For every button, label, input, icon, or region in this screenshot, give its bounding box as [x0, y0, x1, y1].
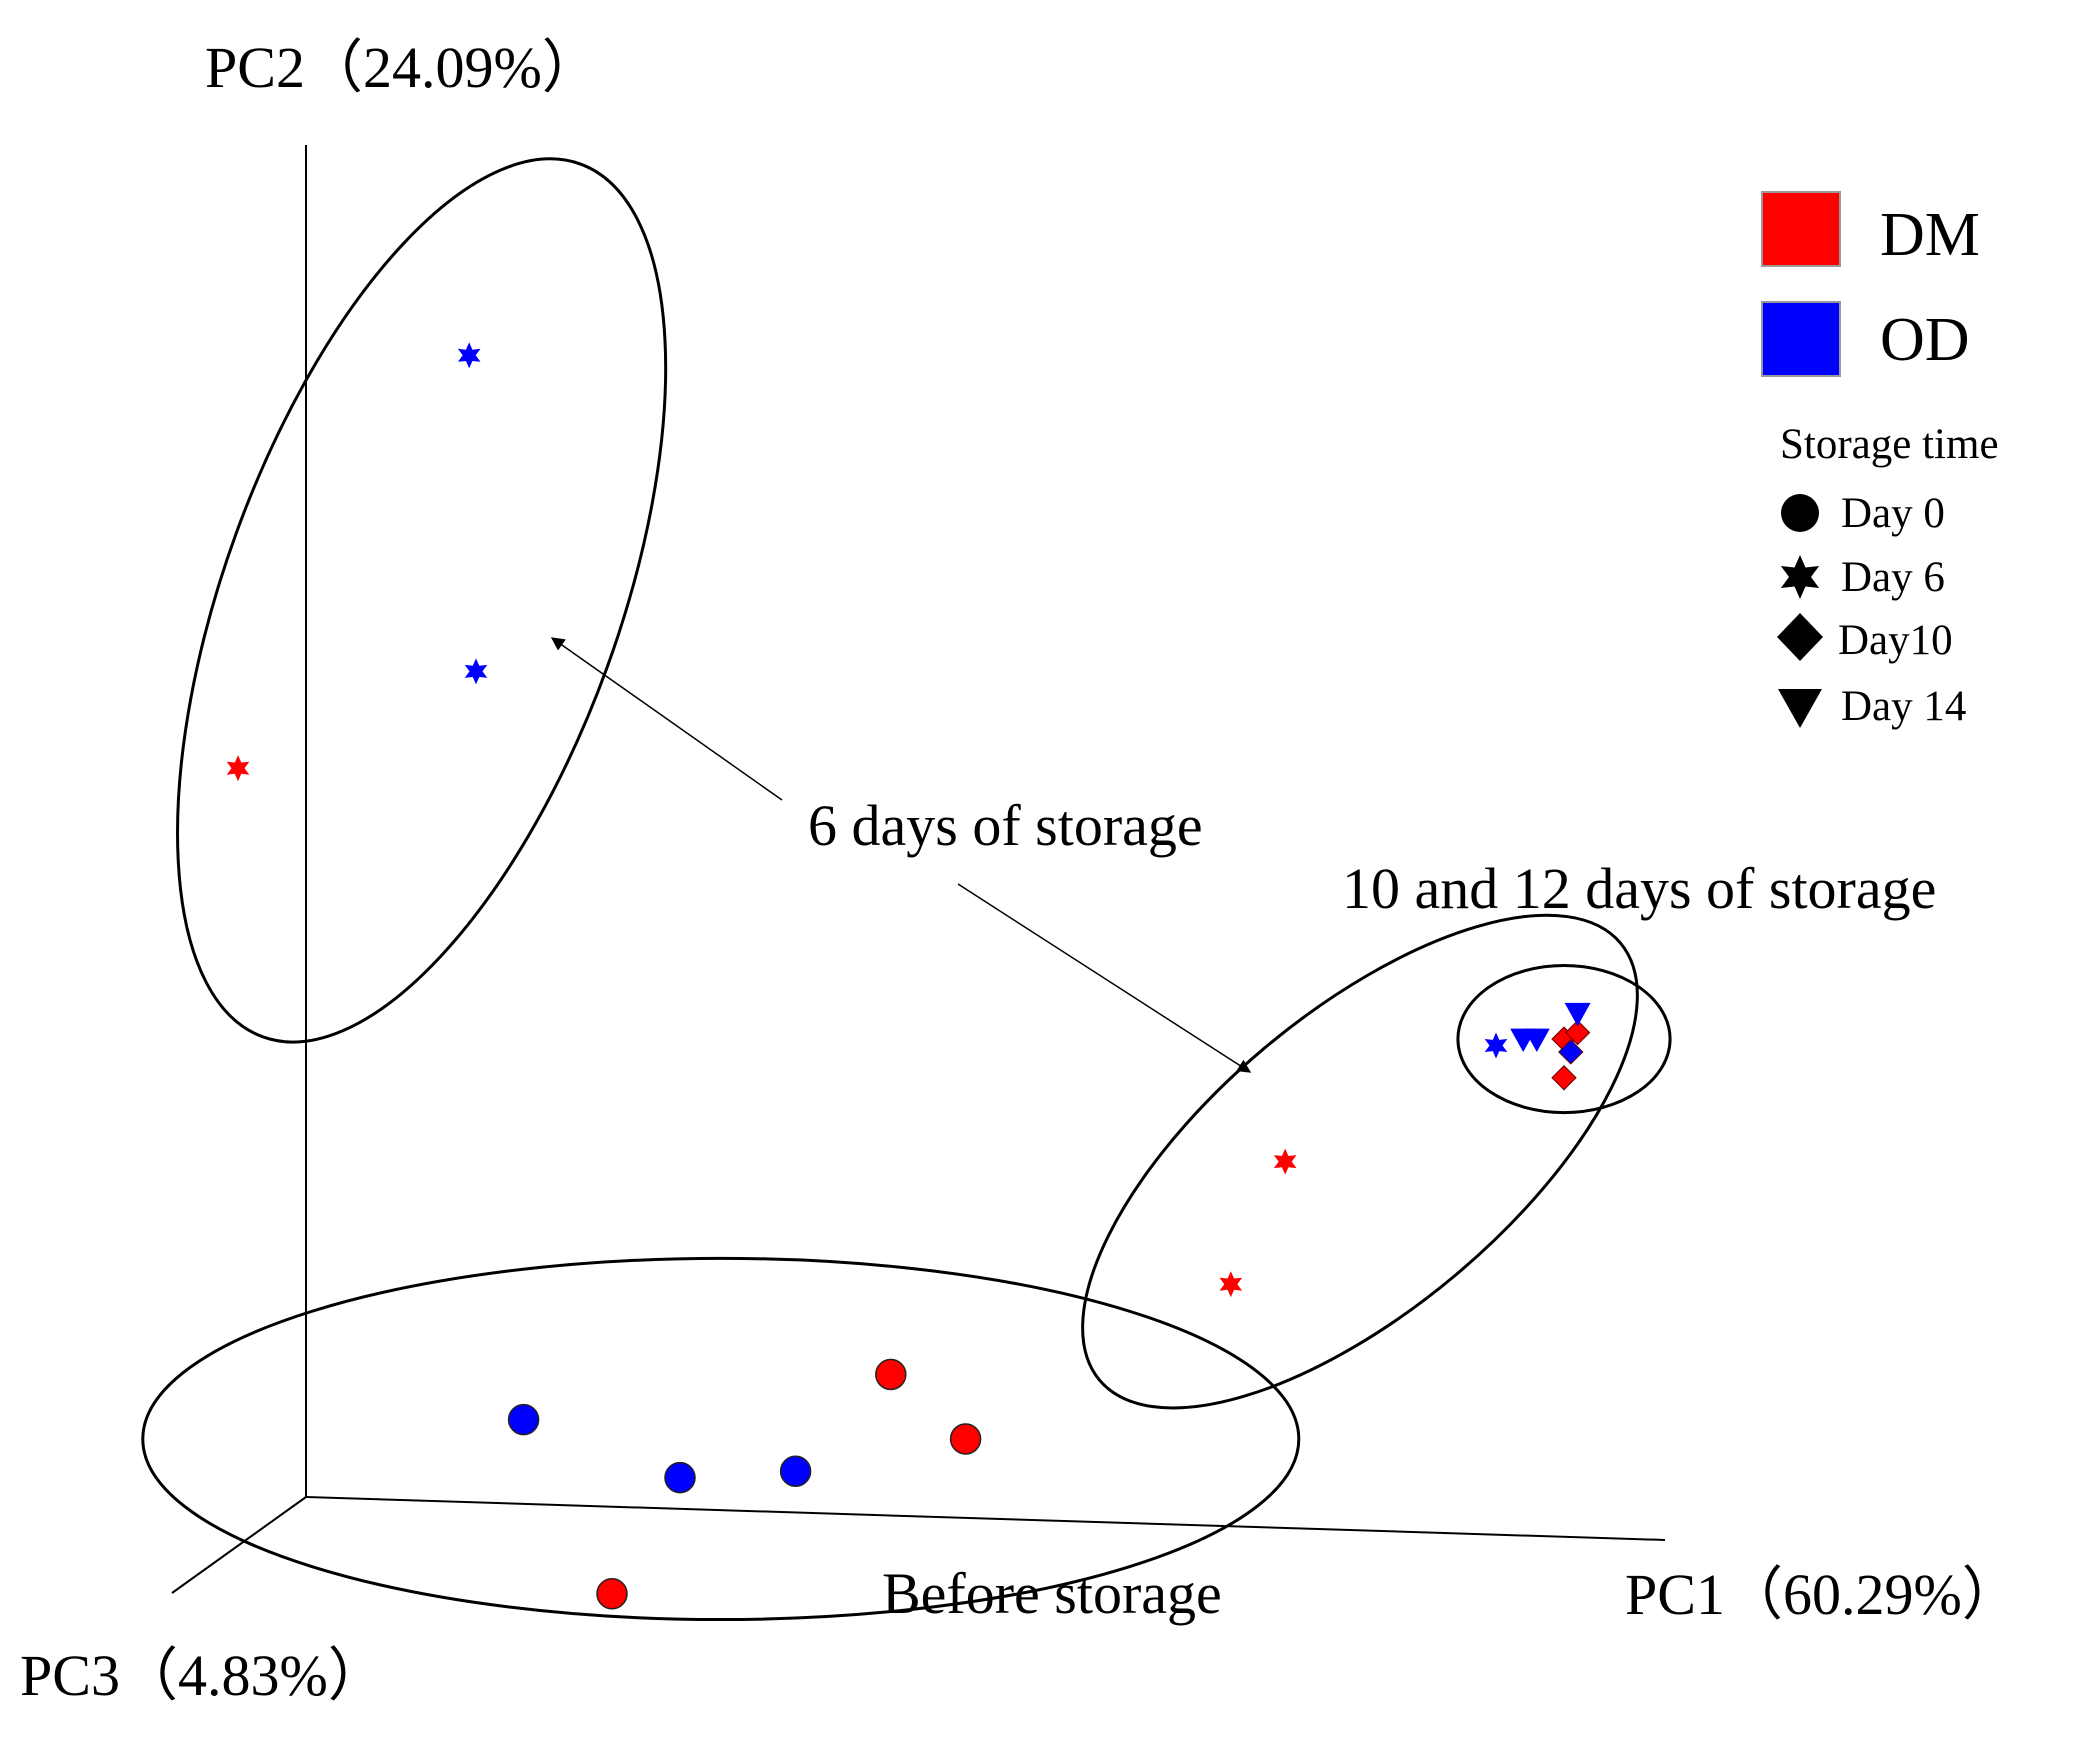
legend-diamond-icon [1777, 613, 1823, 661]
legend-title-storage-time: Storage time [1780, 421, 1999, 468]
annotation-arrows [550, 637, 1252, 1073]
cluster-ellipse-2 [1081, 913, 1639, 1410]
cluster-ellipse-3 [1456, 964, 1672, 1115]
arrow-to-right-cluster [957, 883, 1252, 1073]
point-od-day6-12 [1484, 1032, 1508, 1059]
legend-swatch-dm [1761, 191, 1841, 267]
legend-triangle-down-icon [1778, 689, 1822, 728]
point-od-day6-7 [457, 342, 481, 369]
legend-swatch-od [1761, 301, 1841, 377]
legend-star-icon [1780, 555, 1820, 599]
point-dm-day6-11 [1219, 1271, 1243, 1298]
point-od-day10-18 [1558, 1039, 1584, 1065]
axes: PC2（24.09%） PC1（60.29%） PC3（4.83%） [20, 35, 2020, 1708]
annotation-ten-twelve-days: 10 and 12 days of storage [1342, 856, 1936, 921]
pc3-axis-label: PC3（4.83%） [20, 1643, 386, 1708]
annotation-six-days: 6 days of storage [808, 793, 1203, 858]
pc3-axis-line [171, 1496, 307, 1594]
point-od-day14-17 [1564, 1002, 1591, 1027]
point-od-day0-1 [507, 1403, 540, 1436]
cluster-ellipses [141, 157, 1672, 1622]
pc1-axis-line [305, 1496, 1666, 1541]
point-od-day6-8 [464, 658, 488, 685]
point-dm-day10-16 [1564, 1019, 1591, 1046]
point-dm-day6-10 [1273, 1148, 1297, 1175]
point-od-day0-3 [779, 1455, 812, 1487]
data-points [226, 342, 1591, 1610]
point-dm-day10-19 [1551, 1065, 1577, 1091]
annotation-before-storage: Before storage [882, 1561, 1222, 1626]
pc1-axis-label: PC1（60.29%） [1625, 1562, 2020, 1627]
cluster-ellipse-4 [141, 1256, 1301, 1622]
cluster-ellipse-1 [176, 157, 668, 1044]
legend-item-od: OD [1761, 301, 1970, 377]
point-dm-day0-6 [596, 1578, 628, 1610]
legend-label-od: OD [1880, 306, 1970, 374]
pc2-axis-label: PC2（24.09%） [205, 35, 600, 100]
point-od-day14-14 [1523, 1028, 1550, 1053]
point-od-day0-2 [664, 1461, 696, 1494]
arrow-to-upper-cluster [550, 637, 783, 801]
legend-label-day0: Day 0 [1841, 490, 1945, 537]
legend-label-day14: Day 14 [1841, 683, 1966, 730]
point-dm-day6-9 [226, 755, 250, 782]
point-dm-day0-5 [949, 1423, 982, 1455]
legend-circle-icon [1781, 494, 1819, 532]
legend-label-dm: DM [1880, 201, 1980, 269]
legend-item-dm: DM [1761, 191, 1980, 269]
legend: DM OD Storage time Day 0 Day 6 Day10 Day… [1761, 191, 1999, 730]
annotations: 6 days of storage 10 and 12 days of stor… [808, 793, 1936, 1626]
legend-label-day10: Day10 [1838, 617, 1953, 664]
legend-label-day6: Day 6 [1841, 554, 1945, 601]
point-dm-day0-4 [875, 1358, 907, 1391]
